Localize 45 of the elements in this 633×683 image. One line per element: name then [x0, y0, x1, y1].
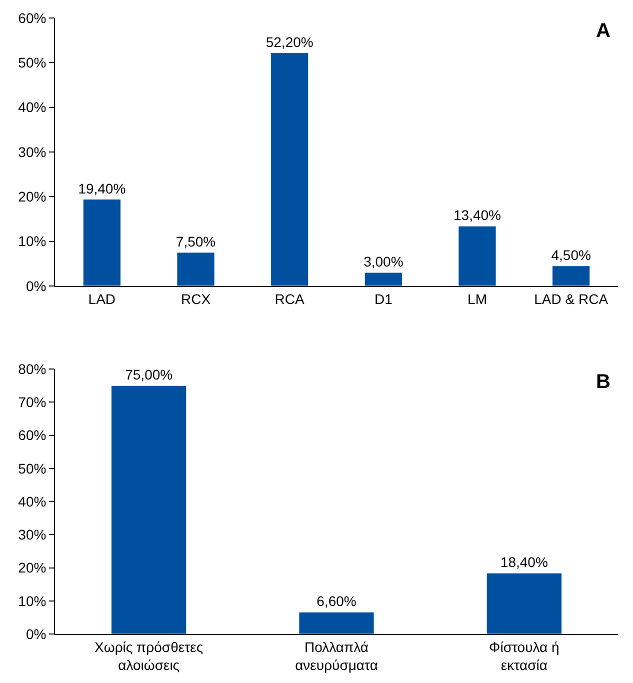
bar: [111, 385, 187, 634]
y-tick-label: 70%: [18, 394, 46, 410]
x-tick-label: D1: [374, 290, 393, 307]
x-tick-label: Χωρίς πρόσθετες αλοιώσεις: [94, 638, 204, 673]
bar: [176, 252, 215, 286]
bar: [458, 226, 496, 286]
y-tick-label: 0%: [26, 626, 46, 642]
data-label: 75,00%: [125, 366, 173, 383]
bar: [364, 272, 402, 286]
y-tick-label: 50%: [18, 460, 46, 476]
y-tick-label: 20%: [18, 188, 46, 205]
bar: [298, 612, 374, 634]
data-label: 4,50%: [551, 246, 591, 263]
y-tick-label: 40%: [18, 493, 46, 510]
bar: [486, 572, 562, 634]
y-tick-label: 60%: [18, 10, 46, 26]
x-tick-label: RCA: [274, 290, 306, 307]
data-label: 19,40%: [78, 180, 126, 196]
y-tick-label: 30%: [18, 526, 46, 543]
y-tick-label: 20%: [18, 560, 46, 576]
y-tick-label: 80%: [18, 361, 46, 378]
bar: [82, 199, 121, 286]
y-tick-label: 10%: [18, 233, 46, 250]
data-label: 3,00%: [364, 254, 404, 270]
x-tick-label: LAD & RCA: [534, 290, 609, 307]
y-tick-label: 0%: [26, 278, 46, 294]
bar: [270, 52, 309, 286]
data-label: 52,20%: [266, 34, 314, 50]
chart-title: B: [596, 371, 610, 393]
chart-title: A: [596, 20, 610, 42]
y-tick-label: 50%: [18, 54, 46, 71]
data-label: 6,60%: [316, 593, 356, 610]
x-tick-label: LAD: [88, 290, 116, 307]
data-label: 13,40%: [454, 207, 501, 224]
x-tick-label: Πολλαπλά ανευρύσματα: [295, 638, 378, 673]
bar: [552, 266, 590, 286]
x-tick-label: LM: [468, 290, 487, 307]
y-tick-label: 40%: [18, 99, 46, 116]
x-tick-label: RCX: [180, 290, 212, 307]
y-tick-label: 10%: [18, 592, 46, 609]
data-label: 7,50%: [176, 233, 216, 250]
data-label: 18,40%: [500, 554, 548, 570]
y-tick-label: 30%: [18, 144, 46, 160]
y-tick-label: 60%: [18, 427, 46, 444]
x-tick-label: Φίστουλα ή εκτασία: [489, 638, 560, 673]
